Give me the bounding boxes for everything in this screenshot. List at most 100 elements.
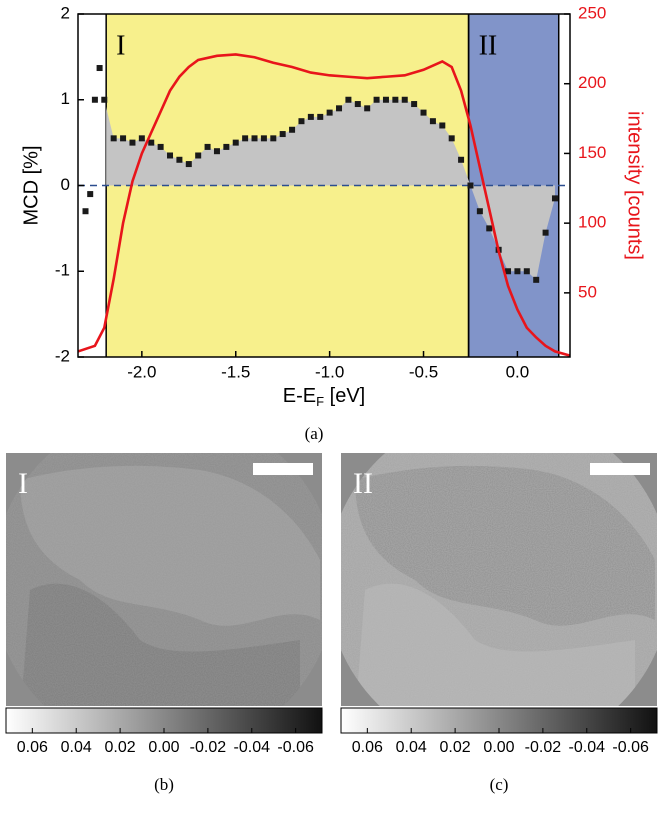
colorbar-tick-label: -0.04: [569, 739, 606, 756]
mcd-point: [195, 152, 202, 159]
colorbar-tick-label: 0.06: [352, 739, 383, 756]
mcd-point: [260, 135, 267, 142]
mcd-point: [129, 139, 136, 146]
x-tick-label: -0.5: [409, 362, 438, 381]
y-tick-label: 0: [61, 175, 70, 194]
mcd-point: [82, 208, 89, 215]
y2-tick-label: 50: [578, 282, 597, 301]
mcd-point: [505, 268, 512, 275]
mcd-point: [204, 143, 211, 150]
colorbar-tick-label: 0.04: [61, 739, 92, 756]
mcd-point: [382, 96, 389, 103]
mcd-point: [298, 118, 305, 125]
colorbar-tick-label: -0.06: [612, 739, 649, 756]
mcd-point: [176, 156, 183, 163]
mcd-point: [401, 96, 408, 103]
mcd-point: [251, 135, 258, 142]
colorbar-tick-label: -0.06: [277, 739, 314, 756]
x-tick-label: -1.5: [221, 362, 250, 381]
mcd-point: [467, 182, 474, 189]
region-label: II: [479, 30, 498, 61]
colorbar-tick-label: 0.02: [105, 739, 136, 756]
region-label: I: [116, 30, 125, 61]
mcd-point: [514, 268, 521, 275]
mcd-point: [392, 96, 399, 103]
mcd-point: [232, 139, 239, 146]
image-c: [341, 453, 657, 706]
panel-label: II: [353, 467, 373, 500]
scale-bar: [590, 463, 650, 475]
colorbar-tick-label: 0.04: [396, 739, 427, 756]
y-tick-label: -2: [55, 346, 70, 365]
y2-tick-label: 200: [578, 73, 606, 92]
mcd-point: [542, 229, 549, 236]
x-axis-label-part: F: [316, 394, 324, 409]
colorbar-tick-label: 0.00: [483, 739, 514, 756]
y2-tick-label: 150: [578, 143, 606, 162]
panel-label: I: [18, 467, 28, 500]
mcd-point: [167, 152, 174, 159]
mcd-point: [91, 96, 98, 103]
mcd-point: [96, 65, 103, 72]
y-tick-label: -1: [55, 261, 70, 280]
colorbar-tick-label: 0.02: [440, 739, 471, 756]
mcd-area: [106, 68, 555, 280]
mcd-point: [223, 143, 230, 150]
colorbar-tick-label: -0.02: [190, 739, 227, 756]
mcd-point: [185, 161, 192, 168]
y2-axis-label: intensity [counts]: [624, 111, 646, 260]
mcd-point: [242, 135, 249, 142]
mcd-point: [148, 139, 155, 146]
intensity-line: [77, 53, 571, 357]
colorbar-tick-label: -0.02: [525, 739, 562, 756]
mcd-point: [448, 135, 455, 142]
mcd-point: [345, 96, 352, 103]
x-tick-label: -1.0: [315, 362, 344, 381]
mcd-point: [533, 276, 540, 283]
mcd-point: [279, 131, 286, 138]
y-axis-label: MCD [%]: [20, 146, 42, 226]
mcd-point: [429, 118, 436, 125]
y-tick-label: 1: [61, 89, 70, 108]
mcd-point: [336, 105, 343, 112]
mcd-point: [411, 101, 418, 108]
x-tick-label: 0.0: [506, 362, 530, 381]
mcd-point: [317, 113, 324, 120]
mcd-point: [157, 143, 164, 150]
mcd-point: [373, 96, 380, 103]
mcd-point: [458, 156, 465, 163]
mcd-point: [551, 195, 558, 202]
x-axis-label-part: [eV]: [324, 385, 365, 407]
mcd-point: [364, 105, 371, 112]
y2-tick-label: 100: [578, 213, 606, 232]
mcd-point: [326, 109, 333, 116]
x-tick-label: -2.0: [127, 362, 156, 381]
image-b: [6, 453, 322, 706]
mcd-point: [523, 268, 530, 275]
colorbar-tick-label: 0.00: [148, 739, 179, 756]
mcd-point: [101, 96, 108, 103]
mcd-point: [138, 135, 145, 142]
x-axis-label-part: E-E: [283, 385, 316, 407]
mcd-point: [87, 191, 94, 198]
x-axis-label: E-EF [eV]: [283, 385, 365, 409]
mcd-point: [439, 122, 446, 129]
y2-tick-label: 250: [578, 3, 606, 22]
mcd-point: [420, 109, 427, 116]
mcd-point: [289, 126, 296, 133]
colorbar-tick-label: -0.04: [234, 739, 271, 756]
mcd-point: [307, 113, 314, 120]
mcd-point: [270, 135, 277, 142]
mcd-point: [476, 208, 483, 215]
mcd-point: [213, 148, 220, 155]
colorbar-tick-label: 0.06: [17, 739, 48, 756]
caption: (c): [490, 775, 509, 794]
scale-bar: [253, 463, 313, 475]
caption: (b): [154, 775, 174, 794]
mcd-point: [486, 225, 493, 232]
mcd-point: [354, 101, 361, 108]
caption: (a): [305, 424, 324, 443]
